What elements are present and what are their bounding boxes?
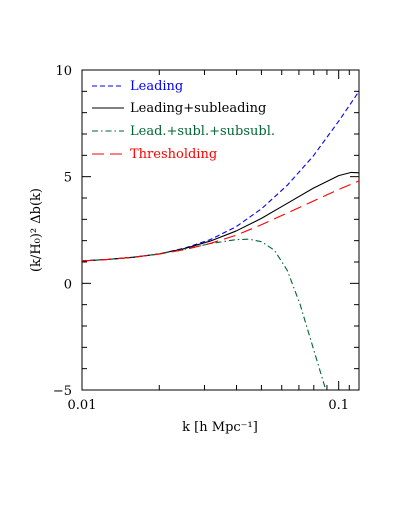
legend-label: Leading+subleading xyxy=(130,101,266,116)
legend: Leading Leading+subleading Lead.+subl.+sub… xyxy=(92,79,275,162)
legend-label: Leading xyxy=(130,79,183,94)
x-tick-label: 0.01 xyxy=(68,398,97,413)
series-line-leading-subleading xyxy=(82,171,359,262)
y-tick-label: 5 xyxy=(64,171,72,186)
axis-ticks xyxy=(81,69,360,391)
x-tick-label: 0.1 xyxy=(328,398,349,413)
y-tick-label: 10 xyxy=(55,64,72,79)
series-line-leading xyxy=(82,91,359,262)
plot-frame xyxy=(81,69,360,391)
legend-label: Thresholding xyxy=(130,147,217,162)
series-line-lead-subl-subsubl xyxy=(82,238,327,390)
legend-label: Lead.+subl.+subsubl. xyxy=(130,124,275,139)
y-axis-label: (k/H₀)² Δb(k) xyxy=(29,188,44,272)
y-tick-label: 0 xyxy=(64,277,72,292)
x-axis-label: k [h Mpc⁻¹] xyxy=(182,420,258,435)
series-line-thresholding xyxy=(82,180,359,262)
tick-labels: 0.01 0.1 −5 0 5 10 xyxy=(53,64,349,413)
y-tick-label: −5 xyxy=(53,384,72,399)
series-lines xyxy=(82,91,359,390)
